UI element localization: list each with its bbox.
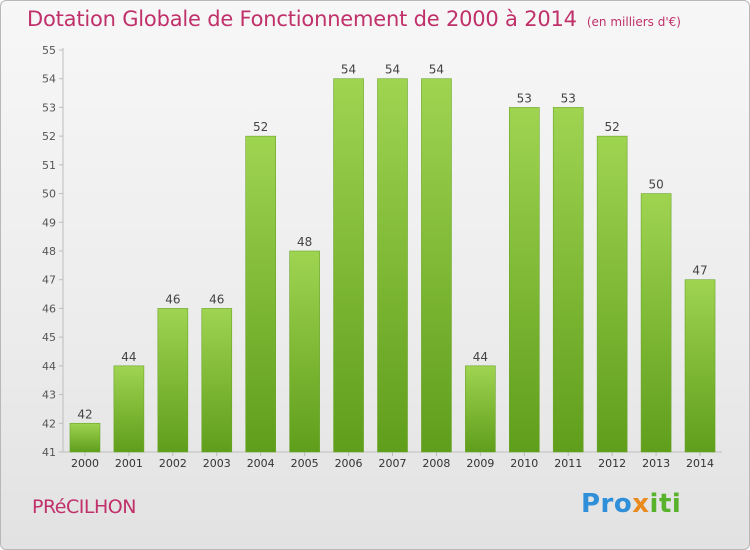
value-label: 50 (648, 178, 663, 192)
x-tick-label: 2013 (642, 457, 670, 470)
y-tick-label: 48 (42, 245, 56, 258)
y-tick-label: 45 (42, 331, 56, 344)
x-tick-label: 2001 (115, 457, 143, 470)
bar-2014 (684, 279, 716, 453)
value-label: 52 (253, 120, 268, 134)
value-label: 54 (429, 63, 444, 77)
y-tick-label: 52 (42, 130, 56, 143)
proxiti-logo: Proxiti (581, 489, 681, 519)
x-tick-label: 2000 (71, 457, 99, 470)
value-label: 54 (341, 63, 356, 77)
y-tick-label: 46 (42, 302, 56, 315)
place-name: PRéCILHON (32, 496, 136, 518)
y-tick-label: 54 (42, 73, 56, 86)
y-tick-label: 49 (42, 216, 56, 229)
y-tick-label: 55 (42, 44, 56, 57)
bar-2009 (465, 365, 496, 453)
chart-title: Dotation Globale de Fonctionnement de 20… (27, 7, 681, 31)
value-label: 54 (385, 63, 400, 77)
x-tick-label: 2007 (379, 457, 407, 470)
x-tick-label: 2004 (247, 457, 275, 470)
chart-subtitle: (en milliers d'€) (586, 15, 681, 29)
x-tick-label: 2005 (291, 457, 319, 470)
y-tick-label: 51 (42, 159, 56, 172)
value-label: 44 (473, 350, 488, 364)
x-tick-label: 2010 (510, 457, 538, 470)
value-label: 53 (561, 91, 576, 105)
chart-title-text: Dotation Globale de Fonctionnement de 20… (27, 7, 577, 31)
y-tick-label: 41 (42, 446, 56, 459)
bar-2010 (508, 107, 540, 453)
bar-2007 (377, 78, 408, 453)
bar-2000 (69, 422, 101, 453)
value-label: 44 (121, 350, 136, 364)
bar-2011 (552, 107, 584, 453)
value-label: 42 (77, 407, 92, 421)
bar-2013 (640, 193, 672, 453)
y-tick-label: 42 (42, 417, 56, 430)
x-tick-label: 2002 (159, 457, 187, 470)
x-tick-label: 2008 (422, 457, 450, 470)
y-tick-label: 53 (42, 101, 56, 114)
x-tick-label: 2011 (554, 457, 582, 470)
y-tick-label: 44 (42, 360, 56, 373)
x-tick-label: 2006 (335, 457, 363, 470)
value-label: 48 (297, 235, 312, 249)
bar-2006 (333, 78, 364, 453)
bar-2005 (289, 250, 320, 453)
x-tick-label: 2014 (686, 457, 714, 470)
bar-2003 (201, 308, 233, 453)
value-label: 52 (605, 120, 620, 134)
bar-2004 (245, 135, 276, 453)
y-tick-label: 47 (42, 274, 56, 287)
y-tick-label: 50 (42, 188, 56, 201)
x-tick-label: 2009 (466, 457, 494, 470)
logo-part-1: Pro (581, 489, 633, 519)
value-label: 53 (517, 91, 532, 105)
bar-2012 (596, 135, 628, 453)
value-label: 47 (692, 264, 707, 278)
bar-2002 (157, 308, 189, 453)
x-tick-label: 2003 (203, 457, 231, 470)
logo-part-3: iti (649, 489, 682, 519)
value-label: 46 (209, 292, 224, 306)
x-tick-label: 2012 (598, 457, 626, 470)
logo-part-2: x (632, 489, 650, 519)
y-tick-label: 43 (42, 389, 56, 402)
value-label: 46 (165, 292, 180, 306)
bar-2008 (421, 78, 452, 453)
bar-2001 (113, 365, 145, 453)
